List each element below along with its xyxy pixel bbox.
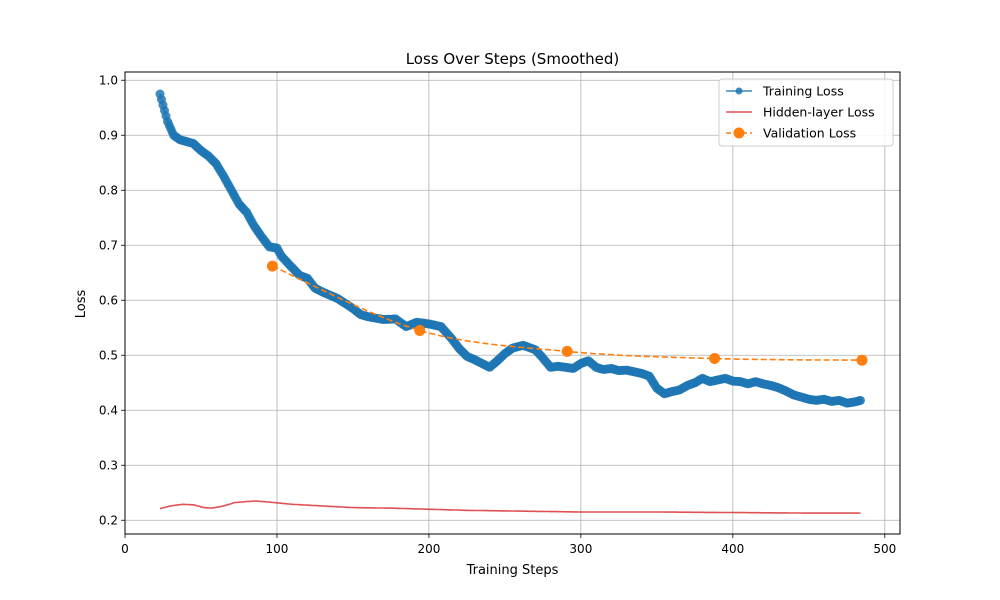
plot-series (155, 89, 868, 514)
y-tick-label: 0.4 (99, 403, 118, 417)
x-tick-label: 400 (721, 542, 744, 556)
validation-loss-point (709, 353, 721, 364)
legend-swatch-marker (735, 87, 743, 95)
y-tick-label: 1.0 (99, 73, 118, 87)
legend-entry: Validation Loss (726, 126, 856, 141)
x-tick-label: 100 (266, 542, 289, 556)
x-axis-label: Training Steps (466, 563, 559, 578)
training-loss-point (856, 395, 865, 405)
y-axis-label: Loss (74, 290, 89, 319)
hidden-layer-loss-line (159, 500, 861, 514)
y-tick-label: 0.6 (99, 293, 118, 307)
x-tick-label: 300 (569, 542, 592, 556)
validation-loss-point (266, 260, 278, 272)
x-tick-label: 0 (121, 542, 129, 556)
y-tick-label: 0.7 (99, 238, 118, 252)
y-tick-label: 0.2 (99, 513, 118, 527)
validation-loss-point (561, 345, 573, 357)
chart-title: Loss Over Steps (Smoothed) (406, 50, 620, 68)
validation-loss-line (272, 265, 862, 361)
grid-lines (124, 72, 900, 534)
legend-box (718, 78, 894, 147)
y-tick-label: 0.8 (99, 183, 118, 197)
legend-label: Hidden-layer Loss (763, 105, 875, 120)
y-tick-label: 0.5 (99, 348, 118, 362)
series-validation-loss (266, 260, 868, 366)
validation-loss-point (856, 354, 868, 366)
y-tick-label: 0.3 (99, 458, 118, 472)
legend-label: Validation Loss (763, 126, 856, 141)
axis-ticks: 0 100 200 300 400 500 0.2 0.3 0.4 0.5 0.6 0.7 0.8 0.9… (99, 73, 896, 556)
legend-entry: Training Loss (726, 84, 844, 99)
legend: Training Loss Hidden-layer Loss Validation… (718, 78, 894, 147)
x-tick-label: 200 (417, 542, 440, 556)
legend-entry: Hidden-layer Loss (726, 105, 875, 120)
legend-label: Training Loss (762, 84, 844, 99)
series-hidden-layer-loss (159, 500, 861, 514)
y-tick-label: 0.9 (99, 128, 118, 142)
plot-frame (124, 71, 901, 535)
legend-swatch-marker (733, 127, 745, 139)
x-tick-label: 500 (873, 542, 896, 556)
validation-loss-point (414, 325, 426, 336)
